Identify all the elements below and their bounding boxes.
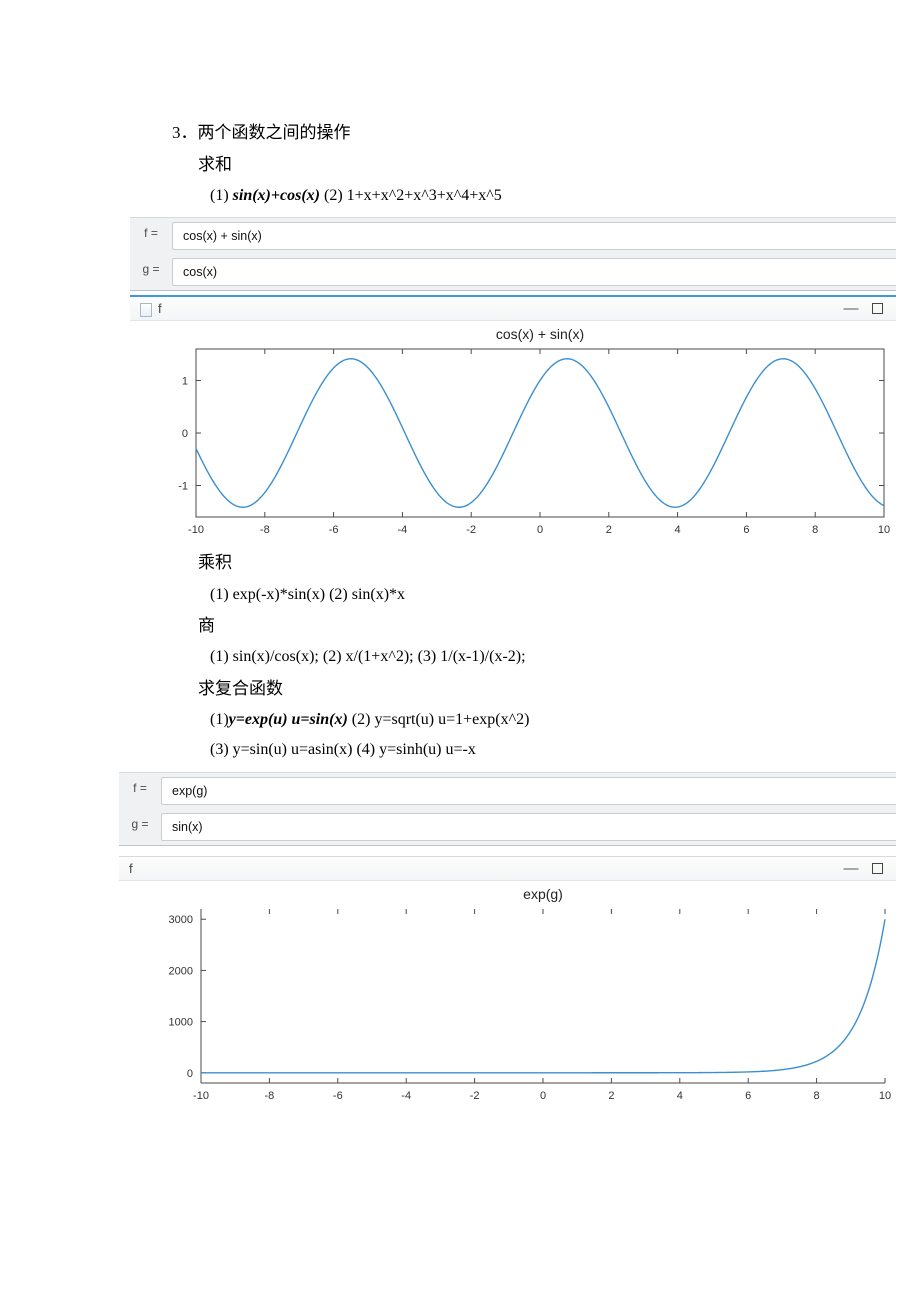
figure-icon xyxy=(140,303,152,317)
maximize-icon[interactable] xyxy=(864,863,890,874)
svg-text:exp(g): exp(g) xyxy=(523,886,563,902)
product-heading: 乘积 xyxy=(198,547,920,579)
svg-text:8: 8 xyxy=(812,524,818,536)
svg-text:0: 0 xyxy=(182,428,188,440)
composite-line-1: (1)y=exp(u) u=sin(x) (2) y=sqrt(u) u=1+e… xyxy=(210,705,920,735)
composite-1-tail: (2) y=sqrt(u) u=1+exp(x^2) xyxy=(348,711,530,728)
svg-text:2000: 2000 xyxy=(169,965,193,977)
section-heading: 3．两个函数之间的操作 xyxy=(172,118,920,149)
figure-title-2: f xyxy=(129,861,838,876)
sum-item-1: sin(x)+cos(x) xyxy=(233,187,320,204)
svg-text:3000: 3000 xyxy=(169,914,193,926)
f-value-1: cos(x) + sin(x) xyxy=(183,229,262,243)
sum-item-1-prefix: (1) xyxy=(210,187,233,204)
svg-text:4: 4 xyxy=(677,1090,683,1102)
svg-text:2: 2 xyxy=(608,1090,614,1102)
svg-text:0: 0 xyxy=(187,1067,193,1079)
figure-titlebar-2[interactable]: f — xyxy=(119,857,896,881)
svg-text:cos(x) + sin(x): cos(x) + sin(x) xyxy=(496,326,584,342)
svg-text:0: 0 xyxy=(540,1090,546,1102)
figure-titlebar-1[interactable]: f — xyxy=(130,297,896,321)
svg-text:1: 1 xyxy=(182,376,188,388)
composite-line-2: (3) y=sin(u) u=asin(x) (4) y=sinh(u) u=-… xyxy=(210,735,920,765)
sum-item-2: 1+x+x^2+x^3+x^4+x^5 xyxy=(347,187,502,204)
composite-1-bold: y=exp(u) u=sin(x) xyxy=(229,711,348,728)
figure-window-2: f — exp(g) -10 -8 -6 -4 -2 0 2 4 6 8 10 0 1000 2000 300… xyxy=(119,856,896,1111)
g-input-2[interactable]: sin(x) xyxy=(161,813,896,841)
f-input-2[interactable]: exp(g) xyxy=(161,777,896,805)
svg-text:6: 6 xyxy=(745,1090,751,1102)
plot-area-1: cos(x) + sin(x)-10-8-6-4-20246810-101 xyxy=(130,321,896,543)
g-label-1: g = xyxy=(130,254,172,276)
svg-text:-4: -4 xyxy=(398,524,408,536)
g-label-2: g = xyxy=(119,809,161,831)
svg-text:10: 10 xyxy=(878,524,890,536)
quotient-heading: 商 xyxy=(198,610,920,642)
g-input-1[interactable]: cos(x) xyxy=(172,258,896,286)
sum-item-line: (1) sin(x)+cos(x) (2) 1+x+x^2+x^3+x^4+x^… xyxy=(210,181,920,211)
product-item: (1) exp(-x)*sin(x) (2) sin(x)*x xyxy=(210,580,920,610)
svg-text:10: 10 xyxy=(879,1090,891,1102)
g-value-2: sin(x) xyxy=(172,820,203,834)
section-number: 3． xyxy=(172,123,198,142)
svg-text:-1: -1 xyxy=(178,481,188,493)
svg-text:4: 4 xyxy=(675,524,681,536)
svg-text:-2: -2 xyxy=(470,1090,480,1102)
composite-1-prefix: (1) xyxy=(210,711,229,728)
f-input-1[interactable]: cos(x) + sin(x) xyxy=(172,222,896,250)
composite-heading: 求复合函数 xyxy=(198,673,920,705)
plot-area-2: exp(g) -10 -8 -6 -4 -2 0 2 4 6 8 10 0 1000 2000 3000 xyxy=(119,881,896,1111)
svg-text:0: 0 xyxy=(537,524,543,536)
minimize-icon[interactable]: — xyxy=(838,300,864,317)
function-panel-2: f = exp(g) g = sin(x) xyxy=(119,772,896,846)
svg-text:6: 6 xyxy=(743,524,749,536)
f-label-1: f = xyxy=(130,218,172,240)
svg-text:2: 2 xyxy=(606,524,612,536)
svg-text:-6: -6 xyxy=(333,1090,343,1102)
svg-text:-6: -6 xyxy=(329,524,339,536)
g-value-1: cos(x) xyxy=(183,265,217,279)
svg-text:-10: -10 xyxy=(193,1090,209,1102)
maximize-icon[interactable] xyxy=(864,303,890,314)
svg-text:1000: 1000 xyxy=(169,1016,193,1028)
svg-text:-8: -8 xyxy=(265,1090,275,1102)
quotient-item: (1) sin(x)/cos(x); (2) x/(1+x^2); (3) 1/… xyxy=(210,642,920,672)
sum-heading: 求和 xyxy=(198,149,920,181)
figure-title-1: f xyxy=(158,301,838,316)
minimize-icon[interactable]: — xyxy=(838,860,864,877)
f-label-2: f = xyxy=(119,773,161,795)
svg-text:-10: -10 xyxy=(188,524,204,536)
sum-item-2-prefix: (2) xyxy=(320,187,347,204)
svg-text:-8: -8 xyxy=(260,524,270,536)
svg-text:-4: -4 xyxy=(401,1090,411,1102)
figure-window-1: f — cos(x) + sin(x)-10-8-6-4-20246810-10… xyxy=(130,295,896,543)
function-panel-1: f = cos(x) + sin(x) g = cos(x) xyxy=(130,217,896,291)
section-title: 两个函数之间的操作 xyxy=(198,123,351,142)
svg-text:8: 8 xyxy=(814,1090,820,1102)
svg-text:-2: -2 xyxy=(466,524,476,536)
f-value-2: exp(g) xyxy=(172,784,207,798)
